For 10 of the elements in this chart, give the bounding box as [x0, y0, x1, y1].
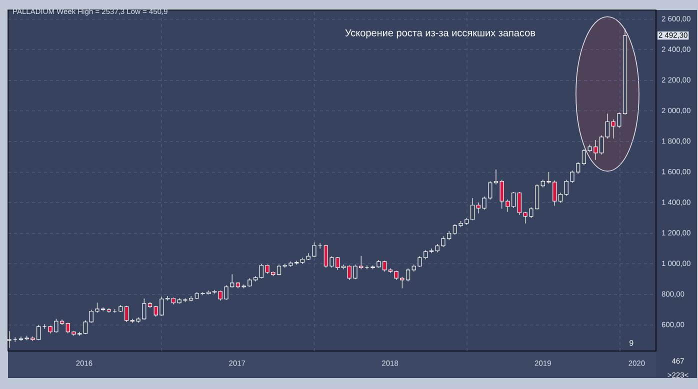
candlestick — [18, 336, 24, 342]
annotation: 9 — [630, 340, 634, 346]
candlestick — [106, 308, 112, 314]
annotation: Ускорение роста из-за иссякших запасов — [345, 29, 536, 38]
candlestick — [494, 169, 498, 185]
candlestick — [341, 264, 346, 270]
candlestick — [429, 248, 434, 254]
candlestick — [276, 264, 282, 276]
candlestick — [558, 192, 563, 203]
candlestick — [83, 320, 88, 334]
